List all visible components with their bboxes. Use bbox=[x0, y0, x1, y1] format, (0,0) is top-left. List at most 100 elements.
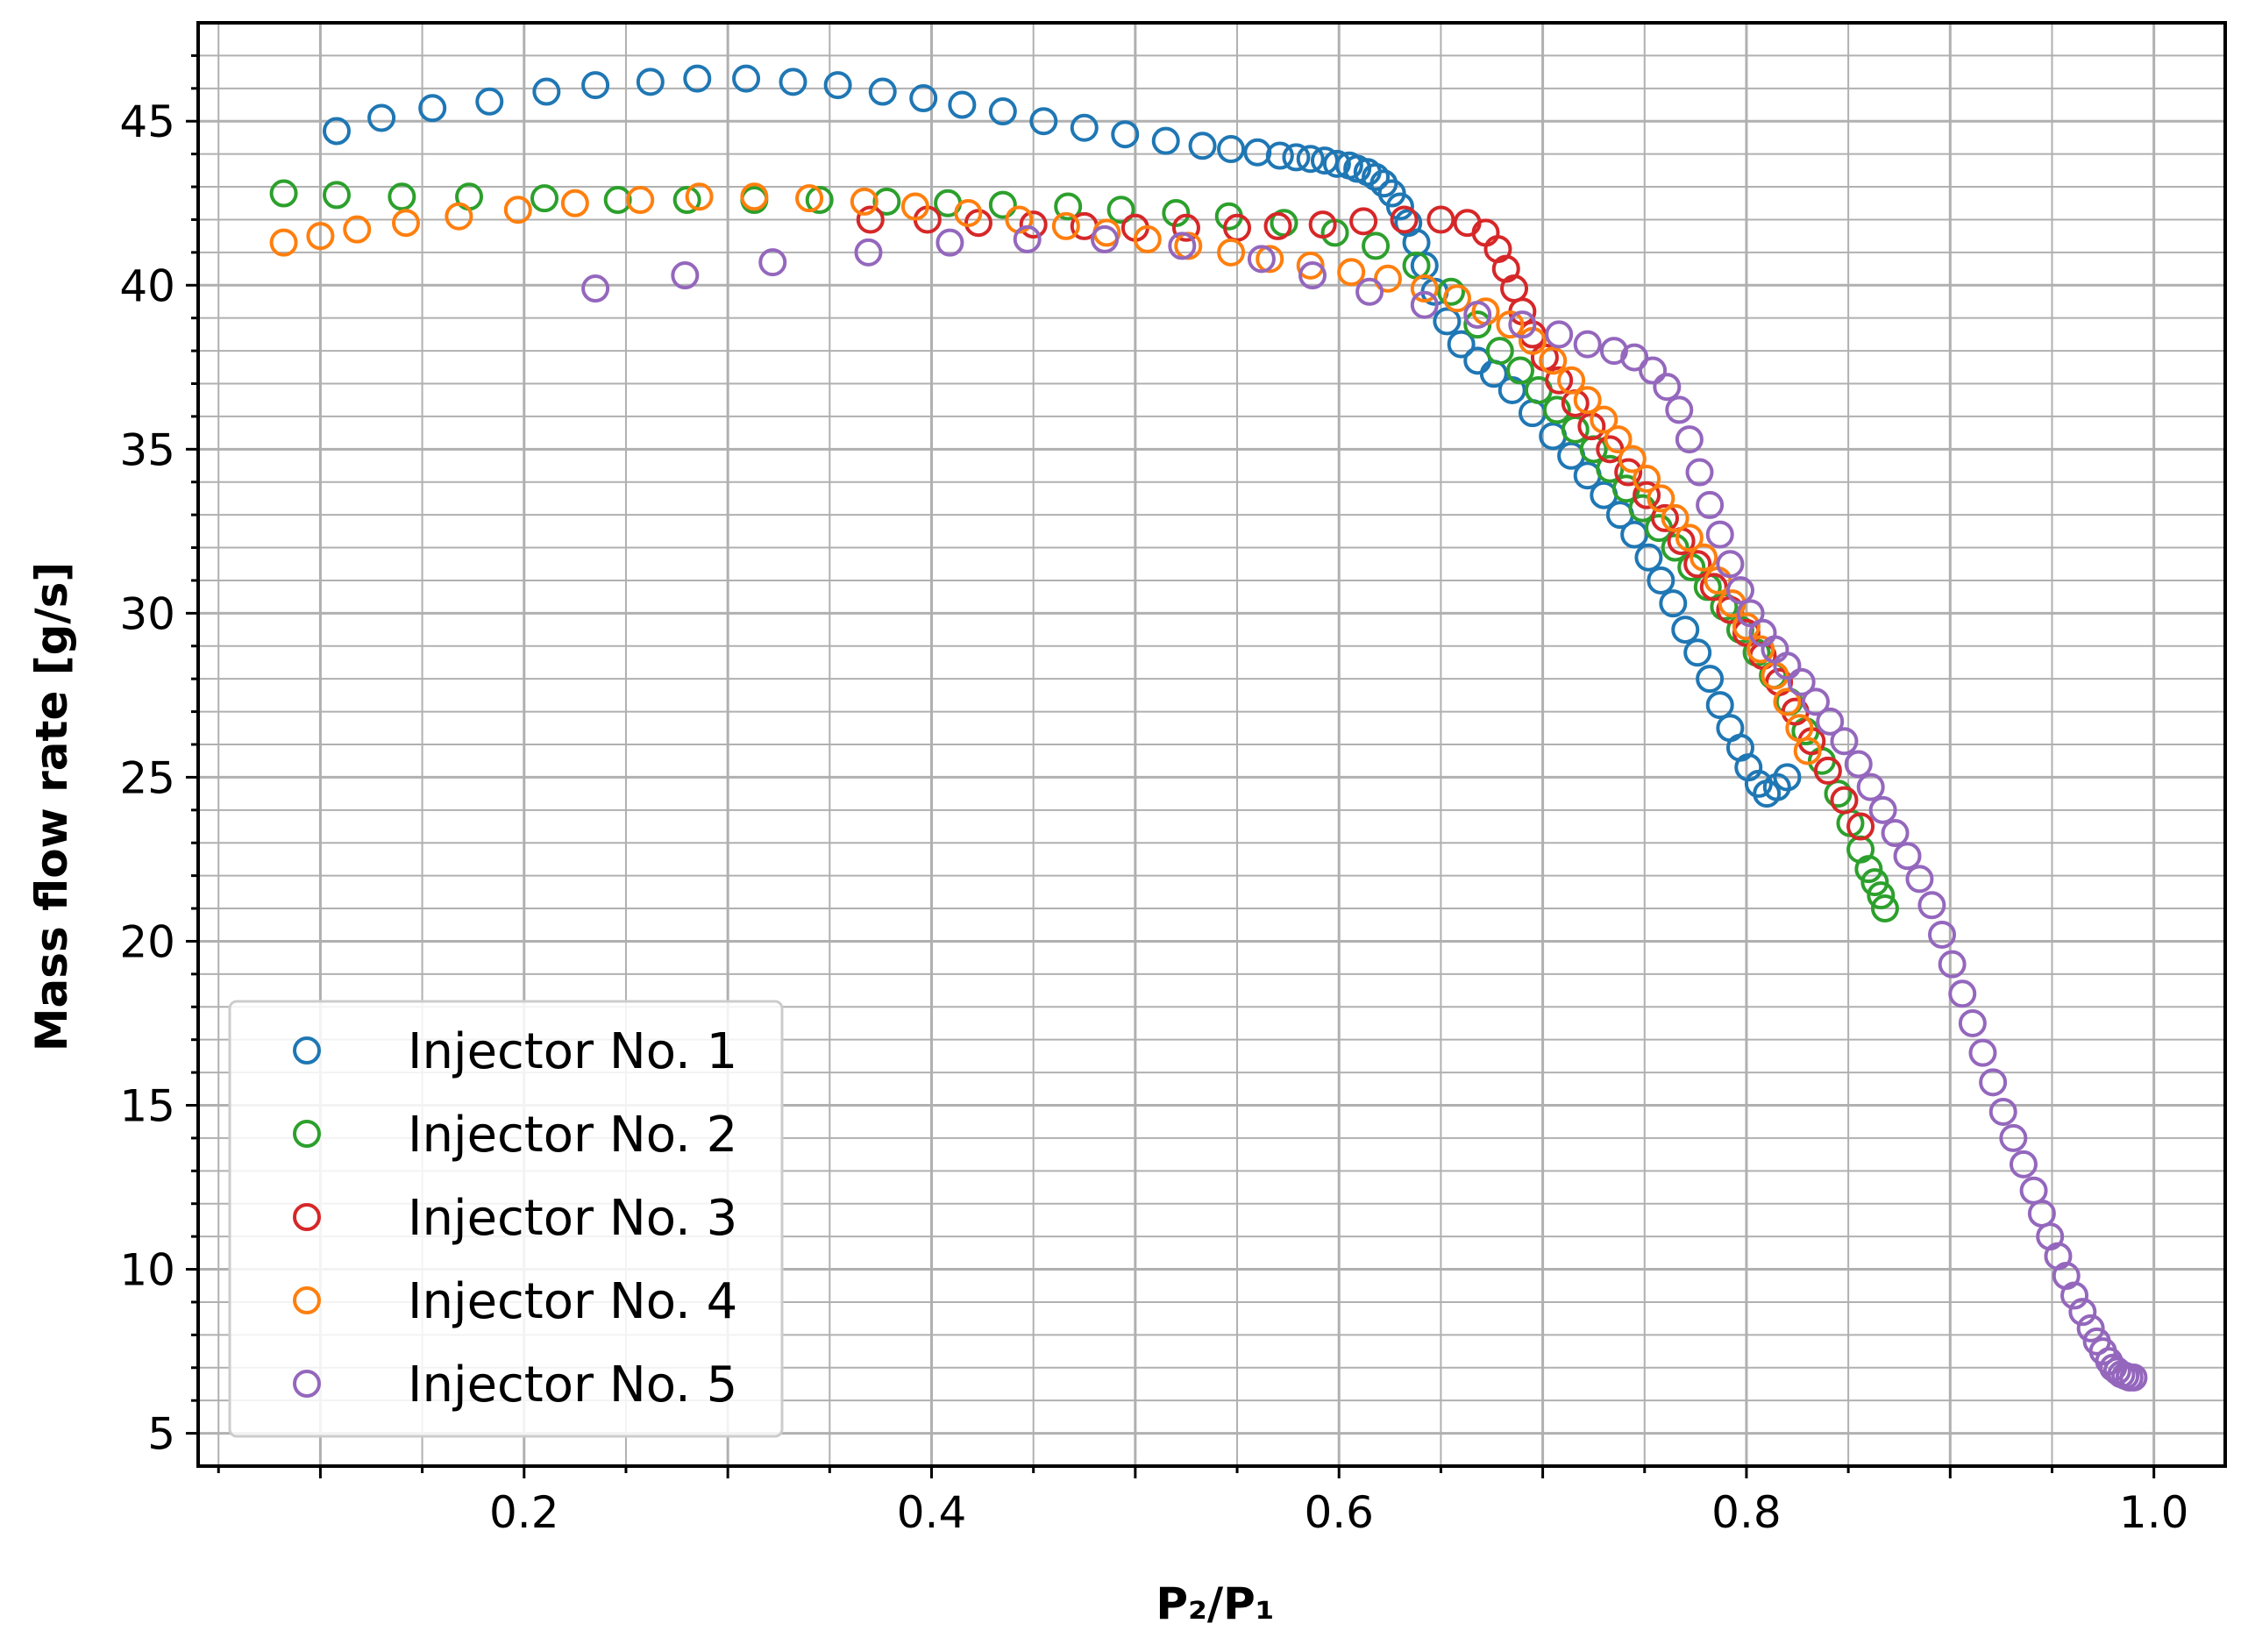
legend-box bbox=[228, 1000, 784, 1438]
legend: Injector No. 1 Injector No. 2 Injector N… bbox=[228, 1000, 784, 1438]
data-point bbox=[1905, 865, 1934, 894]
data-point bbox=[323, 117, 352, 146]
legend-entry-injector-2: Injector No. 2 bbox=[293, 1107, 737, 1164]
data-point bbox=[1705, 691, 1734, 720]
data-point bbox=[1870, 894, 1899, 923]
data-point bbox=[1801, 687, 1830, 716]
data-point bbox=[1696, 490, 1725, 519]
data-point bbox=[732, 64, 761, 93]
data-point bbox=[1928, 920, 1957, 949]
data-point bbox=[392, 209, 421, 238]
data-point bbox=[672, 186, 701, 215]
data-point bbox=[1647, 484, 1675, 513]
data-point bbox=[1856, 773, 1885, 801]
data-point bbox=[1685, 458, 1714, 487]
data-point bbox=[1265, 141, 1294, 170]
data-point bbox=[1868, 795, 1897, 824]
legend-entry-injector-4: Injector No. 4 bbox=[293, 1273, 737, 1330]
data-point bbox=[1651, 503, 1680, 532]
data-point bbox=[1019, 210, 1048, 239]
data-point bbox=[1634, 543, 1663, 572]
x-tick-labels: 0.2 0.4 0.6 0.8 1.0 bbox=[489, 1487, 2188, 1538]
data-point bbox=[1447, 330, 1476, 359]
data-point bbox=[683, 64, 712, 93]
data-point bbox=[1029, 107, 1058, 136]
data-point bbox=[1633, 464, 1661, 493]
data-point bbox=[323, 181, 352, 210]
data-point bbox=[1054, 192, 1083, 221]
data-point bbox=[1322, 149, 1351, 178]
data-point bbox=[1675, 425, 1704, 454]
data-point bbox=[2009, 1150, 2038, 1178]
data-point bbox=[1705, 520, 1734, 549]
data-point bbox=[1988, 1097, 2017, 1126]
data-point bbox=[1217, 135, 1246, 164]
data-point bbox=[1171, 213, 1200, 242]
data-point bbox=[1247, 245, 1276, 274]
data-point bbox=[1659, 589, 1688, 618]
y-tick-label: 10 bbox=[119, 1245, 175, 1296]
data-point bbox=[1362, 162, 1391, 191]
data-point bbox=[1599, 337, 1628, 366]
data-point bbox=[1162, 198, 1191, 227]
data-point bbox=[581, 71, 610, 100]
y-tick-label: 15 bbox=[119, 1081, 175, 1132]
series-injector-4 bbox=[269, 182, 1822, 765]
data-point bbox=[1716, 550, 1745, 579]
data-point bbox=[872, 187, 901, 216]
data-point bbox=[1426, 205, 1455, 234]
data-point bbox=[1410, 290, 1439, 319]
y-tick-label: 45 bbox=[119, 96, 175, 147]
data-point bbox=[1618, 445, 1647, 474]
data-point bbox=[1732, 612, 1761, 641]
legend-marker-injector-3 bbox=[293, 1203, 321, 1231]
data-point bbox=[269, 228, 298, 257]
data-point bbox=[1773, 652, 1802, 680]
data-point bbox=[1938, 950, 1967, 979]
data-point bbox=[1518, 399, 1547, 428]
data-point bbox=[823, 71, 852, 100]
legend-marker-injector-4 bbox=[293, 1286, 321, 1314]
y-axis-title: Mass flow rate [g/s] bbox=[26, 562, 77, 1052]
data-point bbox=[1243, 138, 1272, 167]
data-point bbox=[779, 68, 807, 96]
data-point bbox=[1813, 756, 1842, 785]
legend-marker-injector-1 bbox=[293, 1036, 321, 1065]
series-injector-1 bbox=[323, 64, 1802, 808]
data-point bbox=[1573, 386, 1602, 415]
data-point bbox=[560, 189, 589, 217]
data-point bbox=[1614, 458, 1643, 487]
data-point bbox=[1999, 1123, 2028, 1152]
data-point bbox=[503, 196, 532, 224]
data-point bbox=[1787, 667, 1816, 696]
data-point bbox=[1830, 786, 1859, 815]
data-point bbox=[1696, 665, 1725, 694]
legend-marker-injector-5 bbox=[293, 1370, 321, 1398]
data-point bbox=[1675, 523, 1704, 552]
data-point bbox=[1661, 533, 1690, 562]
data-point bbox=[1725, 576, 1754, 605]
data-point bbox=[1545, 320, 1574, 349]
data-point bbox=[1188, 132, 1217, 160]
data-point bbox=[1485, 337, 1514, 366]
data-point bbox=[1596, 454, 1625, 483]
series-injector-3 bbox=[856, 205, 1875, 841]
data-point bbox=[1256, 245, 1284, 274]
data-point bbox=[1263, 211, 1292, 240]
data-point bbox=[1362, 231, 1391, 260]
y-tick-labels: 5 10 15 20 25 30 35 40 45 bbox=[119, 96, 175, 1459]
data-point bbox=[1111, 120, 1140, 149]
data-point bbox=[1647, 566, 1675, 595]
data-point bbox=[1893, 842, 1922, 871]
data-point bbox=[1298, 261, 1327, 290]
data-point bbox=[1539, 346, 1568, 375]
data-point bbox=[1355, 277, 1384, 306]
data-point bbox=[1296, 251, 1325, 280]
data-point bbox=[626, 186, 655, 215]
legend-entry-injector-5: Injector No. 5 bbox=[293, 1356, 737, 1413]
data-point bbox=[1385, 192, 1414, 221]
data-point bbox=[1653, 373, 1682, 402]
data-point bbox=[671, 261, 700, 290]
data-point bbox=[388, 182, 416, 211]
